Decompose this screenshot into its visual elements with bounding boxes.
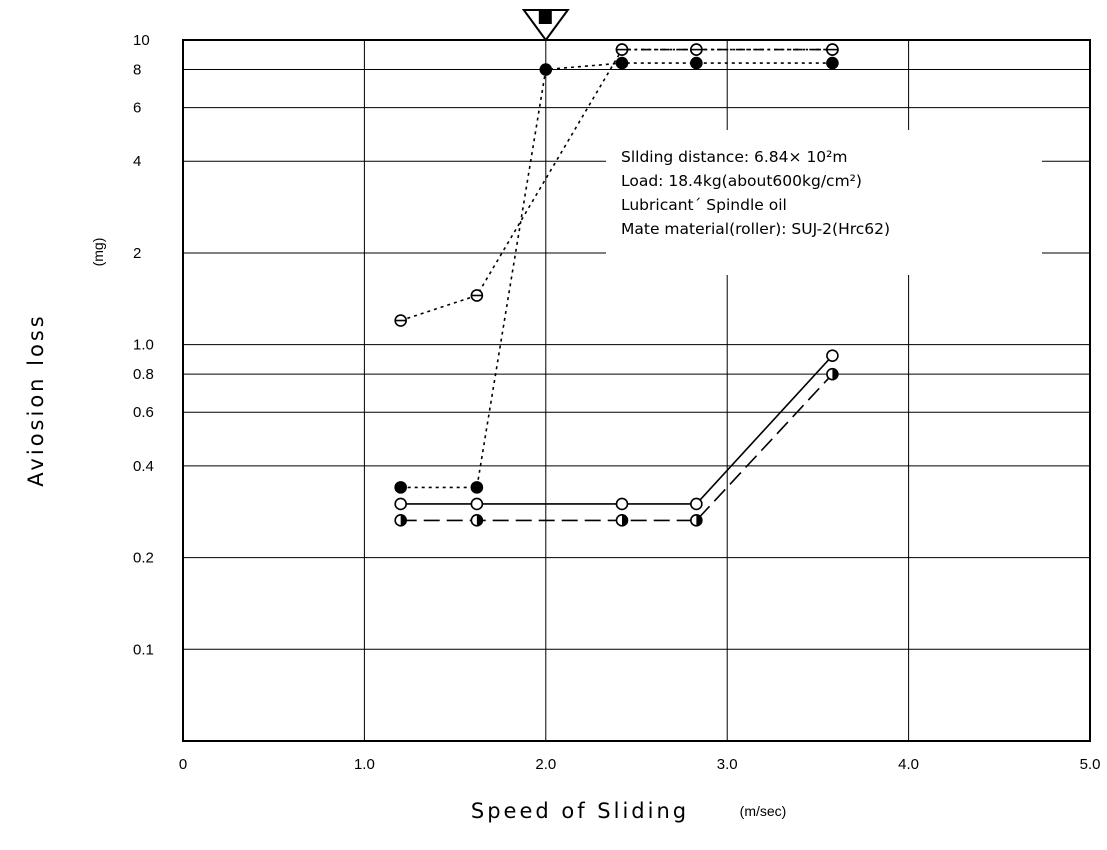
point-marker [690, 56, 703, 70]
y-tick-label: 0.2 [133, 550, 154, 567]
data-point [615, 514, 629, 527]
marker-group [394, 43, 839, 527]
point-marker [470, 481, 484, 494]
point-marker [394, 481, 407, 494]
data-point [826, 349, 839, 362]
annotation-line: Lubricant´ Spindle oil [621, 196, 787, 214]
data-point [826, 367, 839, 381]
x-tick-label: 0 [179, 756, 187, 773]
y-tick-label: 10 [133, 32, 150, 49]
data-point [615, 56, 629, 70]
data-point [470, 289, 484, 302]
triangle-marker [521, 9, 570, 42]
data-point [690, 497, 703, 511]
y-tick-label: 0.6 [133, 404, 154, 421]
data-point [470, 481, 484, 494]
series-line [400, 373, 833, 522]
point-marker-fill [476, 514, 483, 526]
point-marker [826, 56, 839, 70]
data-point [394, 314, 407, 327]
series-group [400, 48, 833, 522]
data-point [690, 514, 703, 527]
square-marker [538, 11, 552, 24]
y-tick-label: 8 [133, 62, 141, 79]
annotation-text: Sllding distance: 6.84× 10²m Load: 18.4kg… [621, 148, 890, 238]
y-axis-title: Aviosion loss [24, 313, 48, 486]
y-axis-unit: (mg) [90, 238, 106, 267]
annotation-box [606, 130, 1042, 275]
series-line [400, 62, 833, 489]
y-tick-label: 6 [133, 100, 141, 117]
point-marker [690, 497, 703, 511]
data-point [615, 43, 629, 56]
data-point [690, 43, 703, 56]
data-point [615, 497, 629, 511]
point-marker [394, 497, 407, 511]
x-tick-label: 2.0 [535, 756, 556, 773]
x-axis-unit: (m/sec) [740, 803, 787, 819]
y-tick-label: 0.4 [133, 458, 154, 475]
data-point [690, 56, 703, 70]
data-point [826, 56, 839, 70]
y-tick-label: 0.1 [133, 641, 154, 658]
point-marker [615, 497, 629, 511]
y-tick-label: 2 [133, 245, 141, 262]
point-marker [615, 56, 629, 70]
plot-frame [182, 39, 1091, 742]
grid-lines [183, 40, 1090, 741]
point-marker-fill [832, 368, 838, 380]
x-tick-label: 3.0 [717, 756, 738, 773]
data-point [394, 514, 407, 527]
data-point [826, 43, 839, 56]
point-marker [539, 63, 553, 76]
x-axis-title: Speed of Sliding [471, 799, 689, 823]
series-line [400, 355, 833, 505]
annotation-line: Sllding distance: 6.84× 10²m [621, 148, 847, 166]
annotation-line: Mate material(roller): SUJ-2(Hrc62) [621, 220, 890, 238]
point-marker-fill [696, 514, 702, 526]
data-point [470, 497, 484, 511]
data-point [394, 481, 407, 494]
x-tick-label: 1.0 [354, 756, 375, 773]
annotation-line: Load: 18.4kg(about600kg/cm²) [621, 172, 862, 190]
y-tick-label: 4 [133, 153, 141, 170]
data-point [394, 497, 407, 511]
x-tick-label: 4.0 [898, 756, 919, 773]
data-point [539, 63, 553, 76]
point-marker [826, 349, 839, 362]
y-tick-label: 0.8 [133, 366, 154, 383]
tick-labels: 0 1.0 2.0 3.0 4.0 5.0 0.1 0.2 0.4 0.6 0.8 1.0 2 4 6 8 10 [133, 32, 1100, 773]
y-tick-label: 1.0 [133, 337, 154, 354]
point-marker [470, 497, 484, 511]
x-tick-label: 5.0 [1080, 756, 1101, 773]
critical-speed-marker [521, 9, 570, 42]
point-marker-fill [621, 514, 628, 526]
point-marker-fill [400, 514, 407, 526]
data-point [470, 514, 484, 527]
